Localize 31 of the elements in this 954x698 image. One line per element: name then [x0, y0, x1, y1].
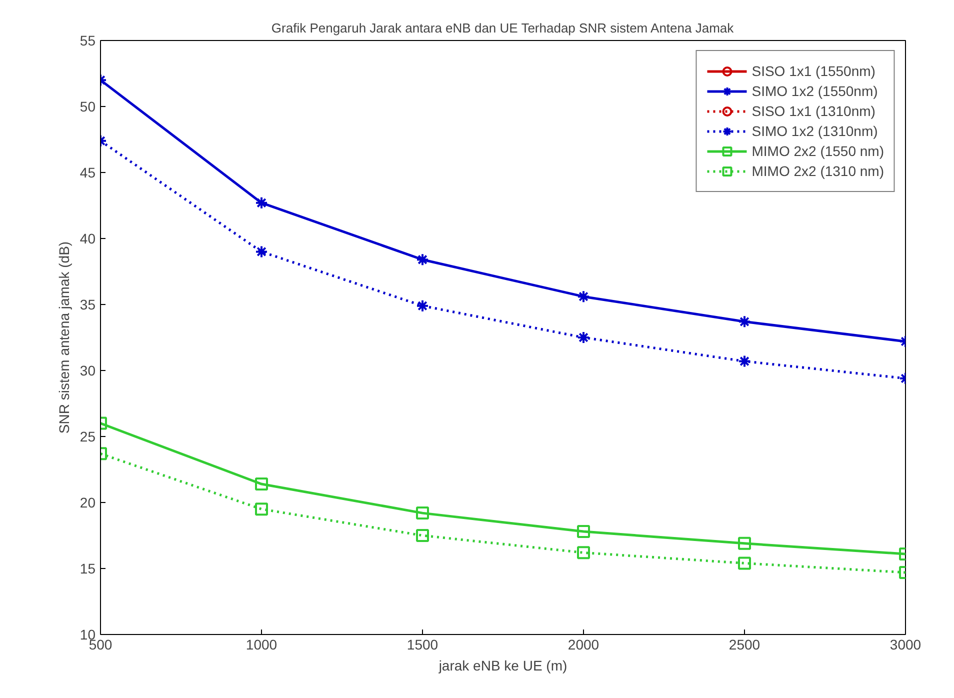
x-tick-label: 3000	[890, 636, 922, 652]
x-tick-label: 1000	[246, 636, 278, 652]
legend-label: SIMO 1x2 (1550nm)	[752, 83, 878, 99]
point	[416, 506, 429, 520]
point	[416, 529, 429, 542]
y-tick-label: 15	[80, 560, 96, 576]
y-tick-label: 35	[80, 296, 96, 312]
x-tick-label: 2000	[568, 636, 600, 652]
x-tick-label: 2500	[728, 636, 760, 652]
y-tick-label: 40	[80, 230, 96, 246]
legend-label: SISO 1x1 (1310nm)	[752, 103, 876, 119]
point	[577, 525, 590, 538]
point	[416, 299, 429, 312]
point	[577, 290, 590, 304]
y-tick-label: 45	[80, 164, 96, 180]
legend-label: SISO 1x1 (1550nm)	[752, 63, 876, 79]
y-tick-label: 30	[80, 362, 96, 378]
legend-label: MIMO 2x2 (1550 nm)	[752, 143, 884, 159]
y-tick-label: 50	[80, 98, 96, 114]
legend-label: MIMO 2x2 (1310 nm)	[752, 163, 884, 179]
x-axis-title: jarak eNB ke UE (m)	[438, 658, 568, 674]
y-axis-title: SNR sistem antena jamak (dB)	[56, 241, 72, 434]
y-tick-label: 25	[80, 428, 96, 444]
point	[577, 331, 590, 344]
chart-title: Grafik Pengaruh Jarak antara eNB dan UE Terhadap SNR sistem Antena Jamak	[271, 20, 734, 36]
legend-label: SIMO 1x2 (1310nm)	[752, 123, 878, 139]
x-tick-label: 1500	[406, 636, 438, 652]
y-tick-label: 55	[80, 32, 96, 48]
y-tick-label: 20	[80, 494, 96, 510]
point	[416, 253, 429, 266]
point	[577, 546, 590, 560]
